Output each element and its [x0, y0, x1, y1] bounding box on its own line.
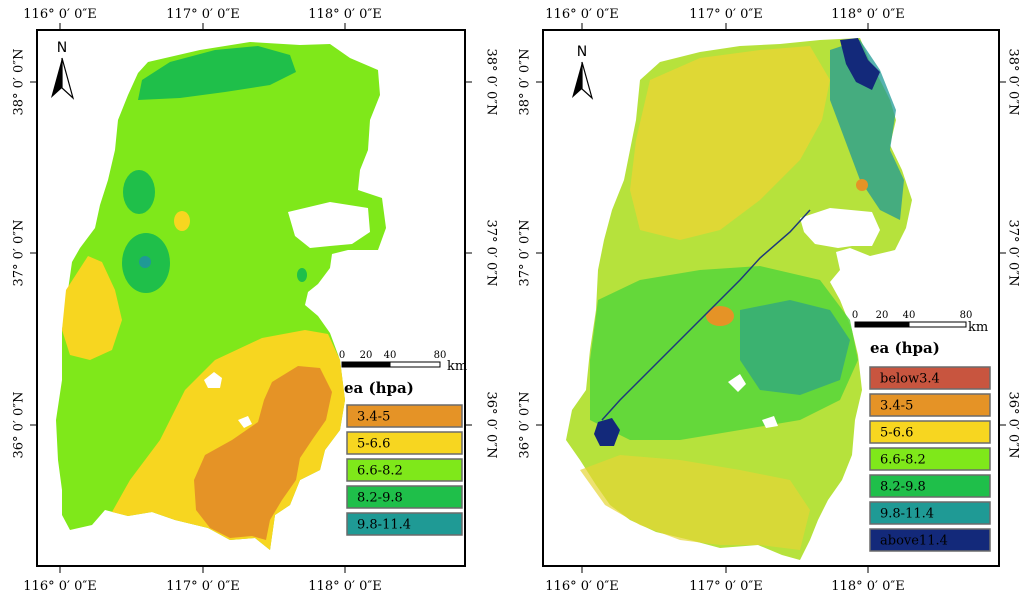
left-map-panel: N 116° 0′ 0″E 117° 0′ 0″E 118° 0′ 0″E 11… [12, 7, 499, 594]
left-top-tick-1: 117° 0′ 0″E [166, 7, 239, 22]
left-legend-swatch-3 [346, 485, 463, 509]
left-legend-label-3: 8.2-9.8 [357, 491, 403, 506]
right-top-tick-0: 116° 0′ 0″E [545, 7, 618, 22]
right-legend-label-0: below3.4 [880, 372, 940, 387]
right-legend-swatch-6 [869, 528, 991, 552]
left-tick-marks [30, 23, 472, 573]
left-legend-title: ea (hpa) [344, 379, 414, 397]
right-legend-label-4: 8.2-9.8 [880, 480, 926, 495]
left-region-green-blob-3 [297, 268, 307, 282]
right-legend: ea (hpa) below3.4 3.4-5 5-6.6 6.6-8.2 8.2-9.… [869, 339, 991, 552]
left-scale-label-0: 0 [339, 350, 345, 361]
left-north-arrow: N [51, 40, 75, 100]
left-scale-unit: km [447, 359, 467, 374]
left-legend-swatch-2 [346, 458, 463, 482]
left-map-area [56, 42, 386, 550]
right-right-tick-1: 37° 0′ 0″N [1006, 219, 1021, 286]
left-left-tick-0: 38° 0′ 0″N [12, 48, 27, 115]
left-left-tick-1: 37° 0′ 0″N [12, 219, 27, 286]
left-left-tick-2: 36° 0′ 0″N [12, 391, 27, 458]
right-legend-label-5: 9.8-11.4 [880, 507, 934, 522]
right-legend-swatch-2 [869, 420, 991, 444]
left-legend: ea (hpa) 3.4-5 5-6.6 6.6-8.2 8.2-9.8 9.8-11.… [344, 379, 463, 536]
left-scale-label-1: 20 [360, 350, 373, 361]
left-top-tick-0: 116° 0′ 0″E [23, 7, 96, 22]
left-bottom-tick-2: 118° 0′ 0″E [308, 579, 381, 594]
right-legend-label-2: 5-6.6 [880, 426, 913, 441]
left-scale-bar: 0 20 40 80 km [339, 350, 467, 374]
right-legend-swatch-0 [869, 366, 991, 390]
left-legend-swatch-4 [346, 512, 463, 536]
left-region-yellow-dot [174, 211, 190, 231]
left-bottom-tick-0: 116° 0′ 0″E [23, 579, 96, 594]
right-region-orange-spot-2 [856, 179, 868, 191]
right-right-tick-2: 36° 0′ 0″N [1006, 391, 1021, 458]
left-legend-label-1: 5-6.6 [357, 437, 390, 452]
left-legend-label-2: 6.6-8.2 [357, 464, 403, 479]
right-legend-swatch-1 [869, 393, 991, 417]
left-region-orange [194, 366, 332, 540]
right-region-notch [800, 208, 880, 248]
right-scale-label-2: 40 [903, 310, 916, 321]
right-map-area [566, 38, 912, 560]
right-left-tick-1: 37° 0′ 0″N [518, 219, 533, 286]
right-river-line [601, 209, 811, 421]
right-north-label: N [577, 44, 587, 60]
right-map-panel: N 116° 0′ 0″E 117° 0′ 0″E 118° 0′ 0″E 11… [518, 7, 1021, 594]
right-legend-label-1: 3.4-5 [880, 399, 913, 414]
left-region-notch [288, 202, 370, 248]
right-legend-swatch-4 [869, 474, 991, 498]
right-region-teal-northeast [830, 40, 904, 220]
right-legend-swatch-5 [869, 501, 991, 525]
right-legend-title: ea (hpa) [870, 339, 940, 357]
left-top-tick-2: 118° 0′ 0″E [308, 7, 381, 22]
left-bottom-tick-1: 117° 0′ 0″E [166, 579, 239, 594]
left-hole-1 [204, 372, 222, 388]
left-scale-label-3: 80 [434, 350, 447, 361]
right-north-arrow: N [572, 44, 594, 100]
right-top-tick-2: 118° 0′ 0″E [831, 7, 904, 22]
right-hole-2 [762, 416, 778, 428]
right-legend-label-6: above11.4 [880, 534, 948, 549]
left-region-yellow-west [62, 256, 122, 360]
right-bottom-tick-2: 118° 0′ 0″E [831, 579, 904, 594]
right-hole-1 [728, 374, 746, 392]
right-scale-unit: km [968, 320, 988, 335]
right-region-yellow-south [580, 455, 810, 550]
left-region-green-blob-1 [123, 170, 155, 214]
left-region-teal-dot [139, 256, 151, 268]
left-north-label: N [57, 40, 67, 56]
left-hole-2 [238, 416, 252, 428]
right-tick-marks [536, 23, 1006, 573]
right-scale-label-1: 20 [876, 310, 889, 321]
right-top-tick-1: 117° 0′ 0″E [689, 7, 762, 22]
left-legend-label-4: 9.8-11.4 [357, 518, 411, 533]
right-region-orange-spot [706, 306, 734, 326]
left-legend-swatch-0 [346, 404, 463, 428]
left-right-tick-2: 36° 0′ 0″N [484, 391, 499, 458]
left-right-tick-1: 37° 0′ 0″N [484, 219, 499, 286]
right-bottom-tick-1: 117° 0′ 0″E [689, 579, 762, 594]
left-legend-swatch-1 [346, 431, 463, 455]
right-region-navy-southwest [594, 418, 620, 446]
right-scale-bar: 0 20 40 80 km [852, 310, 988, 335]
right-scale-label-3: 80 [960, 310, 973, 321]
left-scale-label-2: 40 [384, 350, 397, 361]
right-legend-swatch-3 [869, 447, 991, 471]
left-region-green-top [138, 46, 296, 100]
right-left-tick-0: 38° 0′ 0″N [518, 48, 533, 115]
left-legend-label-0: 3.4-5 [357, 410, 390, 425]
right-bottom-tick-0: 116° 0′ 0″E [545, 579, 618, 594]
right-region-yellow-north [630, 46, 830, 240]
right-legend-label-3: 6.6-8.2 [880, 453, 926, 468]
right-right-tick-0: 38° 0′ 0″N [1006, 48, 1021, 115]
left-right-tick-0: 38° 0′ 0″N [484, 48, 499, 115]
right-scale-label-0: 0 [852, 310, 858, 321]
right-region-navy-northeast [840, 38, 880, 90]
right-left-tick-2: 36° 0′ 0″N [518, 391, 533, 458]
right-region-teal-central [740, 300, 850, 395]
